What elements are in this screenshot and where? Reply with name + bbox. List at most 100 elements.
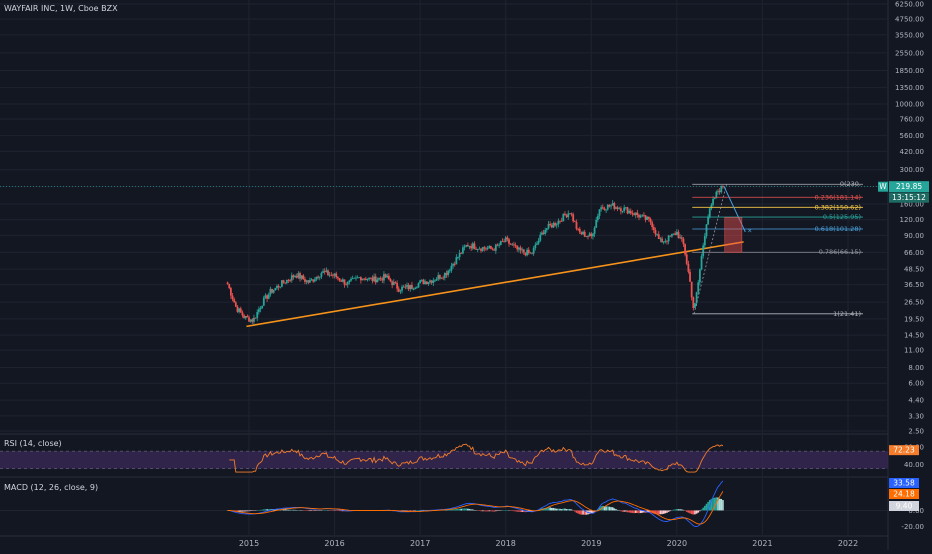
- candle-body: [556, 224, 558, 225]
- macd-histogram-bar: [551, 508, 553, 511]
- candle-body: [398, 289, 400, 292]
- candle-body: [406, 285, 408, 287]
- candle-body: [655, 230, 657, 234]
- macd-histogram-bar: [294, 510, 296, 511]
- candle-body: [233, 299, 235, 302]
- candle-body: [650, 219, 652, 222]
- candle-body: [500, 241, 502, 245]
- macd-histogram-bar: [681, 509, 683, 510]
- candle-body: [355, 278, 357, 279]
- candle-body: [702, 245, 704, 256]
- candle-body: [462, 247, 464, 253]
- candle-body: [238, 309, 240, 312]
- price-axis-label: 14.50: [904, 332, 924, 340]
- macd-histogram-bar: [688, 510, 690, 512]
- macd-histogram-bar: [617, 510, 619, 511]
- macd-histogram-bar: [720, 499, 722, 510]
- candle-body: [357, 278, 359, 279]
- macd-value: 9.40: [896, 502, 913, 511]
- candle-body: [242, 312, 244, 315]
- candle-body: [260, 308, 262, 309]
- candle-body: [416, 287, 418, 288]
- candle-body: [674, 233, 676, 235]
- candle-body: [483, 247, 485, 248]
- candle-body: [633, 214, 635, 216]
- macd-histogram-bar: [699, 510, 701, 511]
- candle-body: [498, 245, 500, 246]
- candle-body: [717, 191, 719, 192]
- candle-body: [279, 287, 281, 288]
- time-axis-label: 2018: [496, 539, 516, 548]
- candle-body: [590, 234, 592, 237]
- candle-body: [339, 278, 341, 280]
- macd-histogram-bar: [577, 510, 579, 513]
- candle-body: [534, 245, 536, 248]
- price-axis-label: 11.00: [904, 347, 924, 355]
- time-axis-label: 2019: [581, 539, 601, 548]
- macd-histogram-bar: [669, 510, 671, 511]
- candle-body: [362, 279, 364, 281]
- macd-histogram-bar: [284, 510, 286, 511]
- candle-body: [309, 280, 311, 283]
- macd-histogram-bar: [553, 508, 555, 511]
- countdown-value: 13:15:12: [892, 193, 926, 202]
- candle-body: [340, 280, 342, 281]
- candle-body: [261, 306, 263, 308]
- candle-body: [452, 264, 454, 266]
- candle-body: [251, 319, 253, 321]
- macd-histogram-bar: [661, 510, 663, 514]
- price-axis-label: 1350.00: [895, 84, 924, 92]
- candle-body: [664, 241, 666, 242]
- candle-body: [291, 275, 293, 280]
- candle-body: [307, 280, 309, 282]
- candle-body: [569, 213, 571, 214]
- candle-body: [671, 234, 673, 236]
- candle-body: [289, 280, 291, 281]
- projection-arrow-head: ×: [747, 226, 752, 234]
- candle-body: [419, 280, 421, 283]
- candle-body: [464, 247, 466, 248]
- macd-histogram-bar: [620, 510, 622, 511]
- macd-title: MACD (12, 26, close, 9): [4, 483, 98, 492]
- candle-body: [421, 280, 423, 281]
- macd-histogram-bar: [701, 509, 703, 510]
- macd-histogram-bar: [260, 510, 262, 511]
- candle-body: [528, 250, 530, 253]
- candle-body: [554, 223, 556, 225]
- target-zone: [725, 218, 742, 253]
- candle-body: [276, 286, 278, 288]
- candle-body: [258, 309, 260, 312]
- macd-histogram-bar: [243, 510, 245, 511]
- macd-value: 24.18: [893, 490, 915, 499]
- candle-body: [454, 264, 456, 265]
- candle-body: [228, 284, 230, 288]
- macd-histogram-bar: [666, 510, 668, 512]
- macd-histogram-bar: [495, 510, 497, 511]
- candle-body: [641, 215, 643, 216]
- macd-histogram-bar: [582, 510, 584, 514]
- macd-histogram-bar: [309, 510, 311, 511]
- candle-body: [523, 250, 525, 253]
- candle-body: [301, 275, 303, 278]
- candle-body: [350, 279, 352, 281]
- candle-body: [595, 220, 597, 228]
- candle-body: [423, 280, 425, 284]
- candle-body: [684, 244, 686, 254]
- candle-body: [630, 211, 632, 213]
- candle-body: [513, 244, 515, 245]
- candle-body: [543, 233, 545, 234]
- price-axis-label: 6.00: [908, 380, 924, 388]
- candle-body: [322, 271, 324, 273]
- candle-body: [342, 279, 344, 281]
- candle-body: [679, 237, 681, 238]
- candle-body: [265, 295, 267, 297]
- macd-histogram-bar: [247, 510, 249, 511]
- candle-body: [506, 237, 508, 239]
- candle-body: [711, 205, 713, 209]
- macd-histogram-bar: [614, 508, 616, 510]
- candle-body: [444, 273, 446, 278]
- candle-body: [391, 281, 393, 285]
- candle-body: [602, 207, 604, 208]
